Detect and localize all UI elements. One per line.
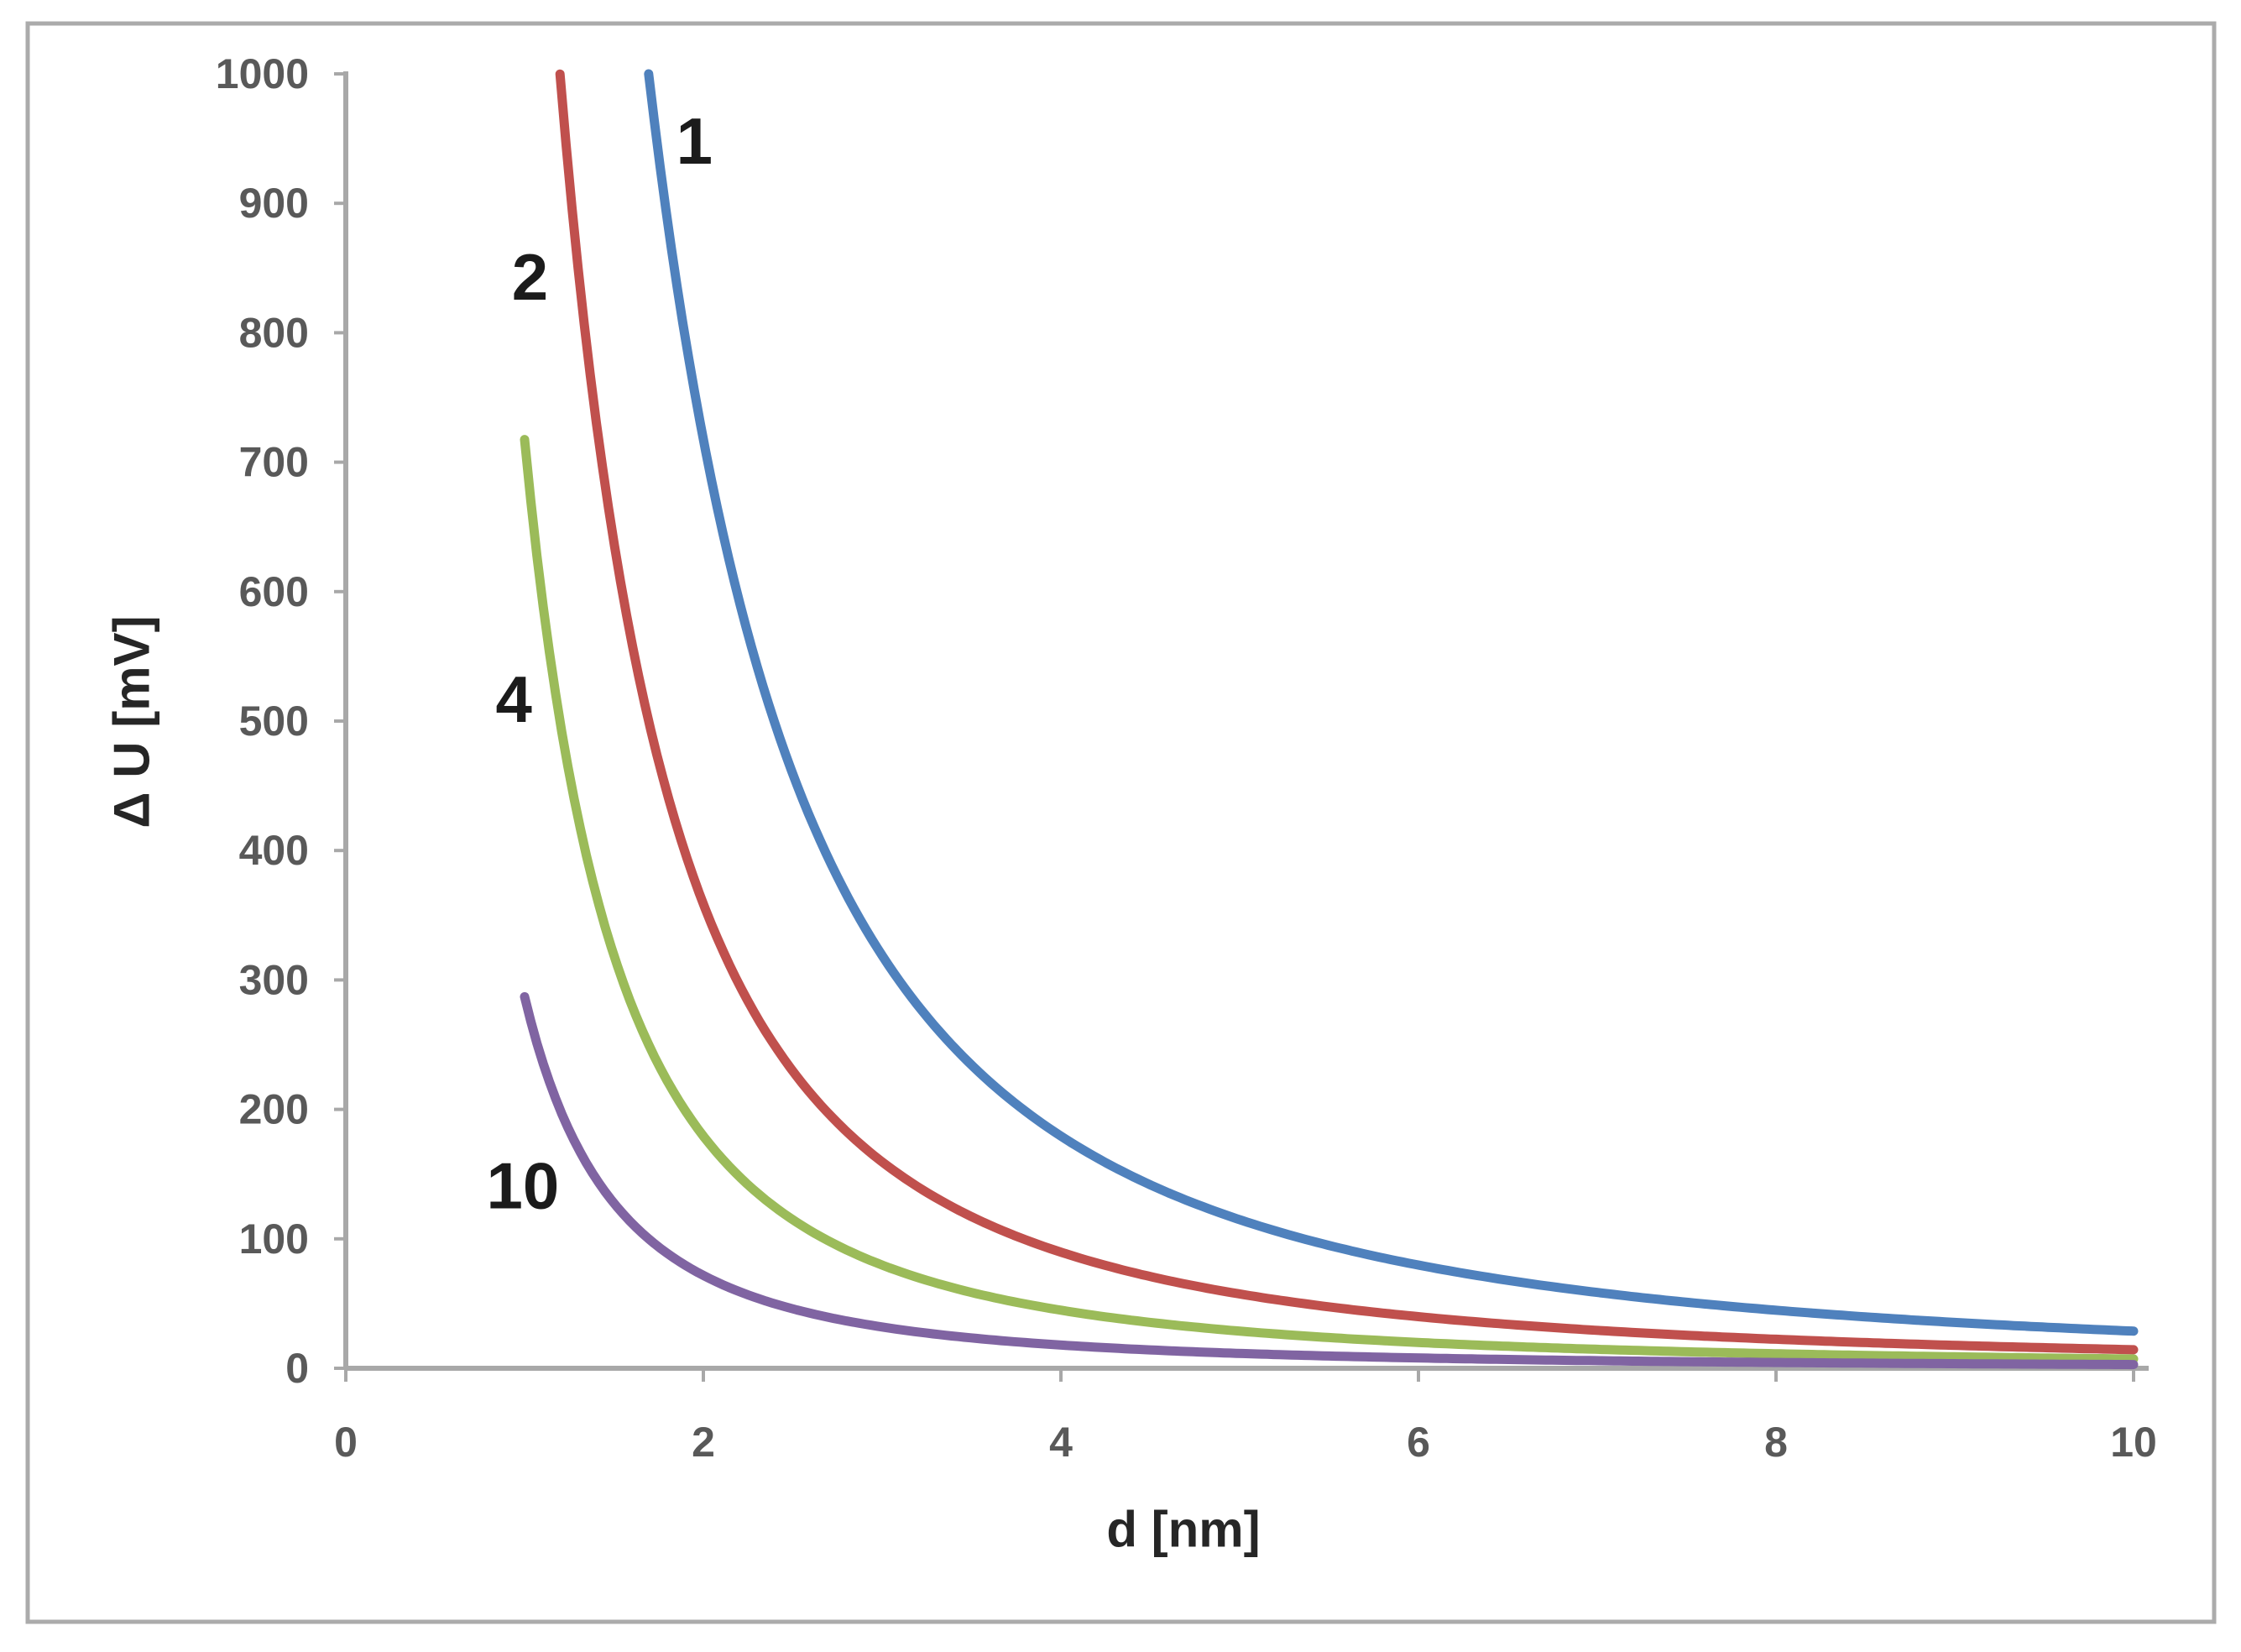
x-tick-label: 8 xyxy=(1764,1419,1788,1466)
y-tick-label: 800 xyxy=(239,309,309,356)
curve-label-2: 2 xyxy=(512,240,548,314)
y-tick-label: 0 xyxy=(285,1345,309,1392)
curve-10 xyxy=(520,991,2139,1370)
y-tick-label: 1000 xyxy=(216,50,309,97)
x-tick-label: 10 xyxy=(2110,1419,2157,1466)
chart-frame xyxy=(25,21,2217,1624)
x-tick-label: 6 xyxy=(1407,1419,1430,1466)
curve-4 xyxy=(520,435,2139,1364)
y-tick-label: 600 xyxy=(239,568,309,615)
y-tick-label: 700 xyxy=(239,439,309,486)
curve-label-4: 4 xyxy=(496,662,532,736)
annotations-layer: 1 2 4 10 xyxy=(486,104,713,1222)
curve-label-1: 1 xyxy=(676,104,713,178)
y-tick-label: 100 xyxy=(239,1215,309,1263)
x-tick-label: 4 xyxy=(1049,1419,1073,1466)
y-tick-label: 200 xyxy=(239,1086,309,1133)
y-tick-label: 500 xyxy=(239,698,309,745)
curve-2 xyxy=(555,69,2139,1355)
curve-1 xyxy=(644,69,2139,1336)
y-tick-label: 400 xyxy=(239,827,309,874)
x-axis-title: d [nm] xyxy=(1106,1502,1260,1558)
curves-layer xyxy=(520,69,2139,1370)
curve-label-10: 10 xyxy=(486,1149,559,1223)
y-tick-label: 900 xyxy=(239,180,309,227)
x-tick-label: 0 xyxy=(334,1419,358,1466)
axes-layer: 0 100 200 300 400 500 600 700 800 900 1000 0 2 4 6 8 10 xyxy=(216,50,2157,1466)
x-tick-label: 2 xyxy=(692,1419,715,1466)
y-axis-title: Δ U [mV] xyxy=(104,615,160,828)
y-tick-label: 300 xyxy=(239,956,309,1003)
